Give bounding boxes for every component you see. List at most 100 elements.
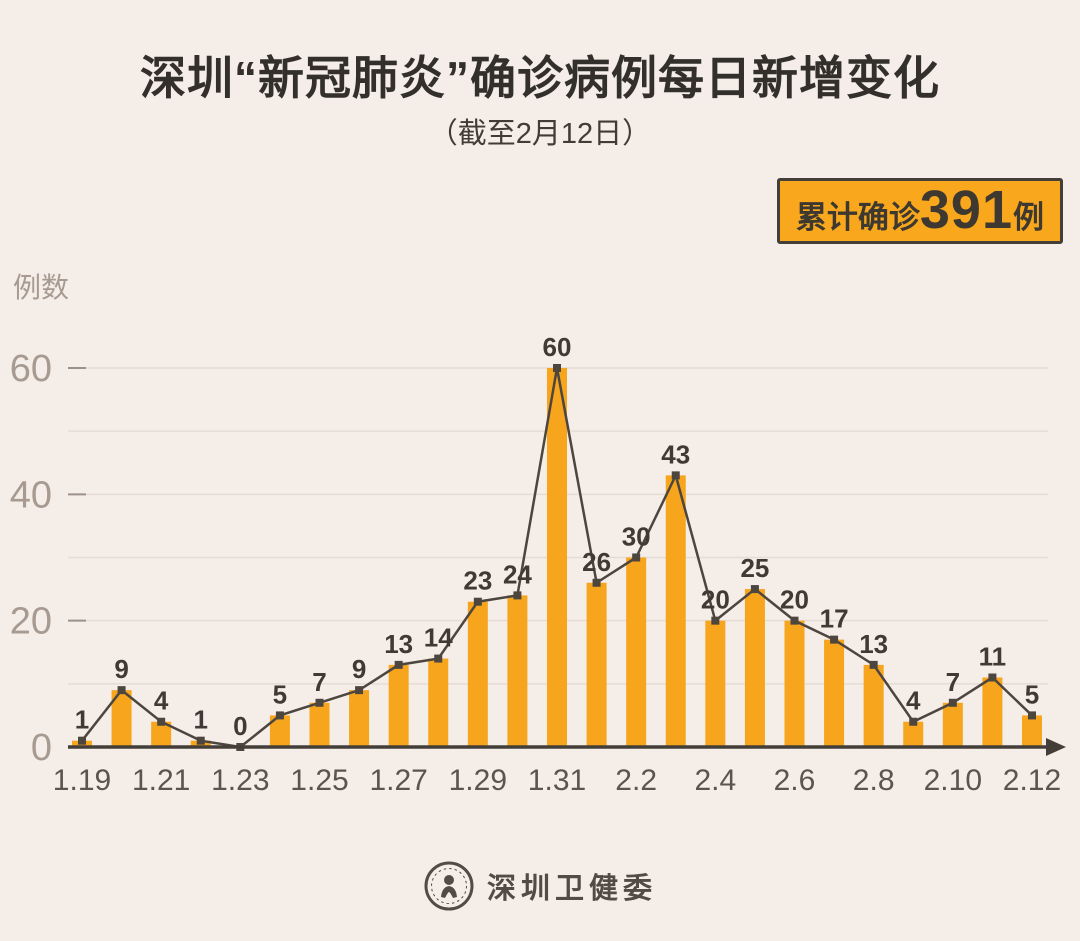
value-label: 13 (384, 629, 413, 659)
data-marker (750, 585, 759, 594)
x-tick-label: 2.2 (615, 764, 657, 797)
page-title: 深圳“新冠肺炎”确诊病例每日新增变化 (140, 52, 940, 104)
data-marker (315, 698, 324, 707)
bar (744, 589, 765, 747)
bar (784, 620, 805, 747)
value-label: 14 (424, 623, 453, 653)
x-tick-label: 1.25 (290, 764, 348, 797)
data-marker (632, 553, 641, 562)
value-label: 4 (154, 686, 169, 716)
data-marker (948, 698, 957, 707)
value-label: 24 (503, 559, 532, 589)
bar (309, 702, 330, 747)
data-marker (1027, 711, 1036, 720)
value-label: 1 (194, 705, 208, 735)
y-axis-unit-label: 例数 (13, 272, 70, 303)
y-tick-label: 0 (31, 727, 52, 769)
data-marker (78, 736, 86, 745)
x-tick-label: 2.8 (853, 764, 895, 797)
data-marker (355, 686, 364, 695)
data-marker (552, 363, 561, 372)
value-label: 13 (859, 629, 888, 659)
x-tick-label: 1.29 (449, 764, 507, 797)
bar (111, 690, 132, 747)
value-label: 5 (1025, 679, 1039, 709)
x-tick-label: 1.21 (132, 764, 190, 797)
x-tick-label: 2.4 (694, 764, 736, 797)
data-marker (117, 686, 126, 695)
chart-area: 0 20 40 60 1 9 4 1 0 5 7 9 13 14 23 24 60 26 30 43 20 25 20 17 1… (0, 300, 1080, 845)
y-tick-label: 20 (10, 601, 52, 643)
bar (151, 721, 172, 747)
data-marker (394, 660, 403, 669)
health-commission-logo-icon (424, 861, 474, 911)
x-tick-label: 2.10 (924, 764, 982, 797)
bar (546, 367, 567, 747)
value-label: 9 (352, 654, 366, 684)
bar (507, 595, 528, 747)
bar (626, 557, 647, 747)
y-tick-label: 60 (10, 348, 52, 390)
data-marker (157, 717, 166, 726)
value-label: 20 (701, 585, 730, 615)
data-marker (513, 591, 522, 600)
value-label: 9 (114, 654, 128, 684)
data-marker (434, 654, 443, 663)
value-label: 26 (582, 547, 611, 577)
value-label: 17 (820, 604, 849, 634)
x-tick-label: 2.12 (1003, 764, 1061, 797)
data-marker (275, 711, 284, 720)
y-tick-label: 40 (10, 474, 52, 516)
value-label: 1 (75, 705, 89, 735)
bar (982, 677, 1003, 747)
badge-value: 391 (919, 180, 1013, 240)
value-label: 0 (233, 711, 247, 741)
bar (388, 664, 409, 747)
bar (824, 639, 845, 747)
value-label: 30 (622, 521, 651, 551)
data-marker (909, 717, 918, 726)
x-tick-label: 2.6 (774, 764, 816, 797)
data-marker (196, 736, 205, 745)
data-marker (473, 597, 482, 606)
bar (428, 658, 449, 747)
data-marker (988, 673, 997, 682)
value-label: 7 (946, 667, 960, 697)
data-marker (790, 616, 799, 625)
value-label: 43 (661, 439, 690, 469)
bar (665, 475, 686, 747)
footer: 深圳卫健委 (0, 860, 1080, 912)
bar (269, 715, 290, 747)
x-tick-label: 1.23 (211, 764, 269, 797)
bar (467, 601, 488, 747)
bar (863, 664, 884, 747)
data-marker (869, 660, 878, 669)
bar (1021, 715, 1042, 747)
value-label: 7 (312, 667, 326, 697)
value-label: 5 (273, 679, 287, 709)
data-marker (830, 635, 839, 644)
bar (586, 582, 607, 747)
data-marker (711, 616, 720, 625)
value-label: 60 (543, 332, 572, 362)
cumulative-total-badge: 累计确诊 391 例 (776, 178, 1063, 244)
x-tick-label: 1.19 (53, 764, 111, 797)
value-label: 20 (780, 585, 809, 615)
x-tick-label: 1.27 (369, 764, 427, 797)
page-subtitle: （截至2月12日） (428, 118, 652, 150)
badge-prefix: 累计确诊 (795, 200, 920, 235)
data-marker (592, 578, 601, 587)
bar (903, 721, 924, 747)
bar (942, 702, 963, 747)
value-label: 11 (979, 642, 1007, 672)
footer-brand: 深圳卫健委 (486, 873, 657, 905)
value-label: 23 (463, 566, 492, 596)
bar (349, 690, 370, 747)
x-tick-label: 1.31 (528, 764, 586, 797)
bar (705, 620, 726, 747)
value-label: 25 (740, 553, 769, 583)
data-marker (671, 471, 680, 480)
x-axis-arrow-icon (1046, 738, 1066, 756)
value-label: 4 (906, 686, 921, 716)
